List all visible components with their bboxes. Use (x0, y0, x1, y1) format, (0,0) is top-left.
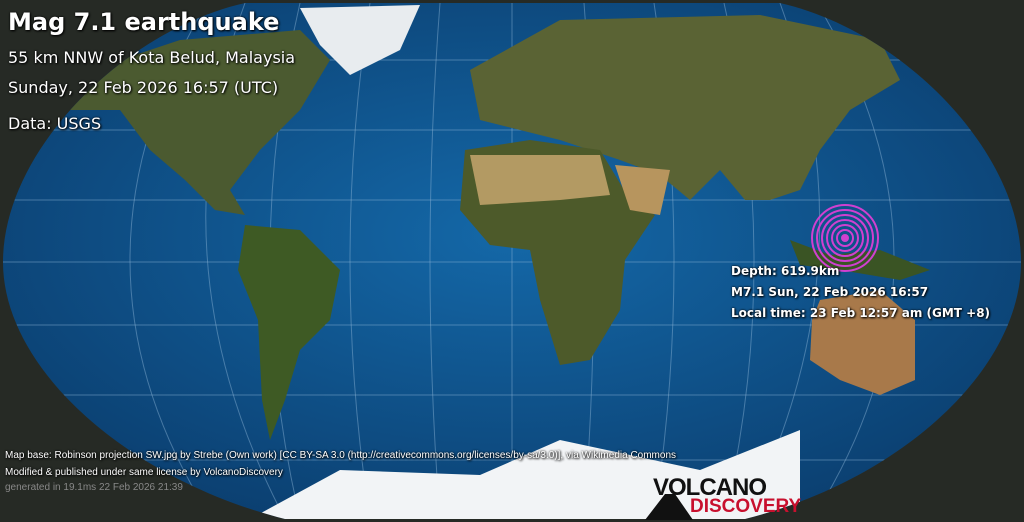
antarctica (250, 430, 800, 519)
local-time-label: Local time: 23 Feb 12:57 am (GMT +8) (731, 306, 991, 320)
europe-asia (470, 15, 900, 200)
north-america (60, 30, 330, 215)
map-attribution: Map base: Robinson projection SW.jpg by … (5, 450, 677, 461)
greenland (300, 5, 420, 75)
indonesia (790, 240, 930, 280)
generated-note: generated in 19.1ms 22 Feb 2026 21:39 (5, 482, 183, 493)
continents (60, 5, 930, 519)
location: 55 km NNW of Kota Belud, Malaysia (8, 48, 296, 67)
event-label: M7.1 Sun, 22 Feb 2026 16:57 (731, 285, 929, 299)
license-note: Modified & published under same license … (5, 467, 283, 478)
volcano-icon (645, 494, 693, 520)
logo-line2: DISCOVERY (690, 496, 802, 517)
logo-line1: VOLCANO (653, 474, 767, 501)
south-america (238, 225, 340, 440)
data-source: Data: USGS (8, 114, 102, 133)
arabia (615, 165, 670, 215)
epicenter-rings[interactable] (811, 204, 879, 272)
depth-label: Depth: 619.9km (731, 264, 840, 278)
page-title: Mag 7.1 earthquake (8, 8, 280, 36)
datetime: Sunday, 22 Feb 2026 16:57 (UTC) (8, 78, 279, 97)
sahara (470, 155, 610, 205)
australia (810, 290, 915, 395)
